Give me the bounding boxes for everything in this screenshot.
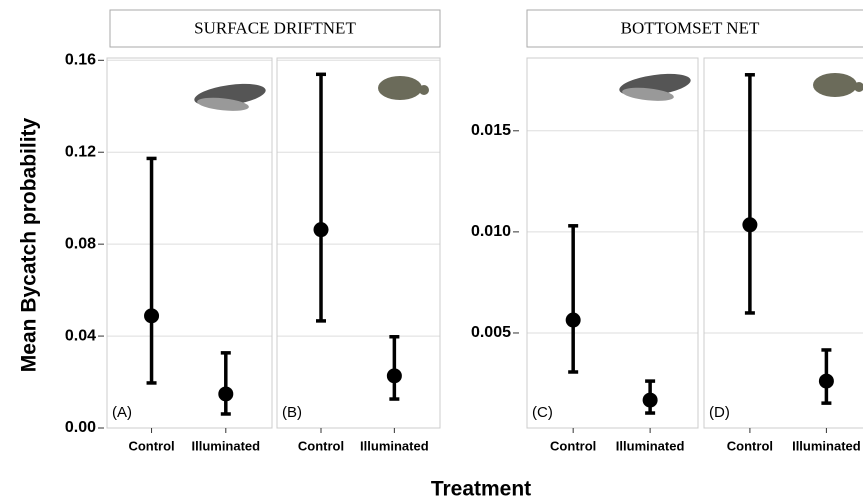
mean-point — [742, 217, 757, 232]
y-tick-label: 0.00 — [65, 419, 96, 436]
panel-label: (B) — [282, 404, 302, 421]
panel-label: (A) — [112, 404, 132, 421]
error-bar — [316, 74, 326, 321]
x-tick-label: Control — [298, 438, 344, 453]
turtle-icon — [813, 73, 857, 97]
turtle-icon — [378, 76, 422, 100]
error-bar — [745, 75, 755, 313]
panel-label: (C) — [532, 404, 553, 421]
panel-label: (D) — [709, 404, 730, 421]
error-bar — [221, 353, 231, 414]
panel-border — [527, 58, 698, 428]
mean-point — [314, 222, 329, 237]
page: Mean Bycatch probability Treatment SURFA… — [0, 0, 863, 501]
error-bar — [147, 158, 157, 383]
chart: Mean Bycatch probability Treatment SURFA… — [0, 0, 863, 501]
y-tick-label: 0.04 — [65, 327, 96, 344]
y-axis-label: Mean Bycatch probability — [18, 117, 41, 372]
x-tick-label: Illuminated — [191, 438, 260, 453]
facet-title: SURFACE DRIFTNET — [194, 18, 356, 37]
facet-title: BOTTOMSET NET — [621, 18, 760, 37]
panel-border — [107, 58, 272, 428]
x-tick-label: Illuminated — [792, 438, 861, 453]
y-tick-label: 0.12 — [65, 143, 96, 160]
x-tick-label: Illuminated — [616, 438, 685, 453]
mean-point — [819, 374, 834, 389]
x-axis-label: Treatment — [431, 478, 531, 501]
panel-border — [704, 58, 863, 428]
error-bar — [568, 226, 578, 372]
mean-point — [144, 308, 159, 323]
panel-border — [277, 58, 440, 428]
mean-point — [566, 313, 581, 328]
turtle-icon — [419, 85, 429, 95]
y-tick-label: 0.010 — [471, 223, 511, 240]
x-tick-label: Control — [550, 438, 596, 453]
y-tick-label: 0.015 — [471, 122, 511, 139]
error-bar — [389, 337, 399, 399]
y-tick-label: 0.005 — [471, 324, 511, 341]
mean-point — [643, 393, 658, 408]
x-tick-label: Illuminated — [360, 438, 429, 453]
x-tick-label: Control — [727, 438, 773, 453]
y-tick-label: 0.08 — [65, 235, 96, 252]
mean-point — [387, 368, 402, 383]
x-tick-label: Control — [128, 438, 174, 453]
mean-point — [218, 386, 233, 401]
y-tick-label: 0.16 — [65, 52, 96, 69]
